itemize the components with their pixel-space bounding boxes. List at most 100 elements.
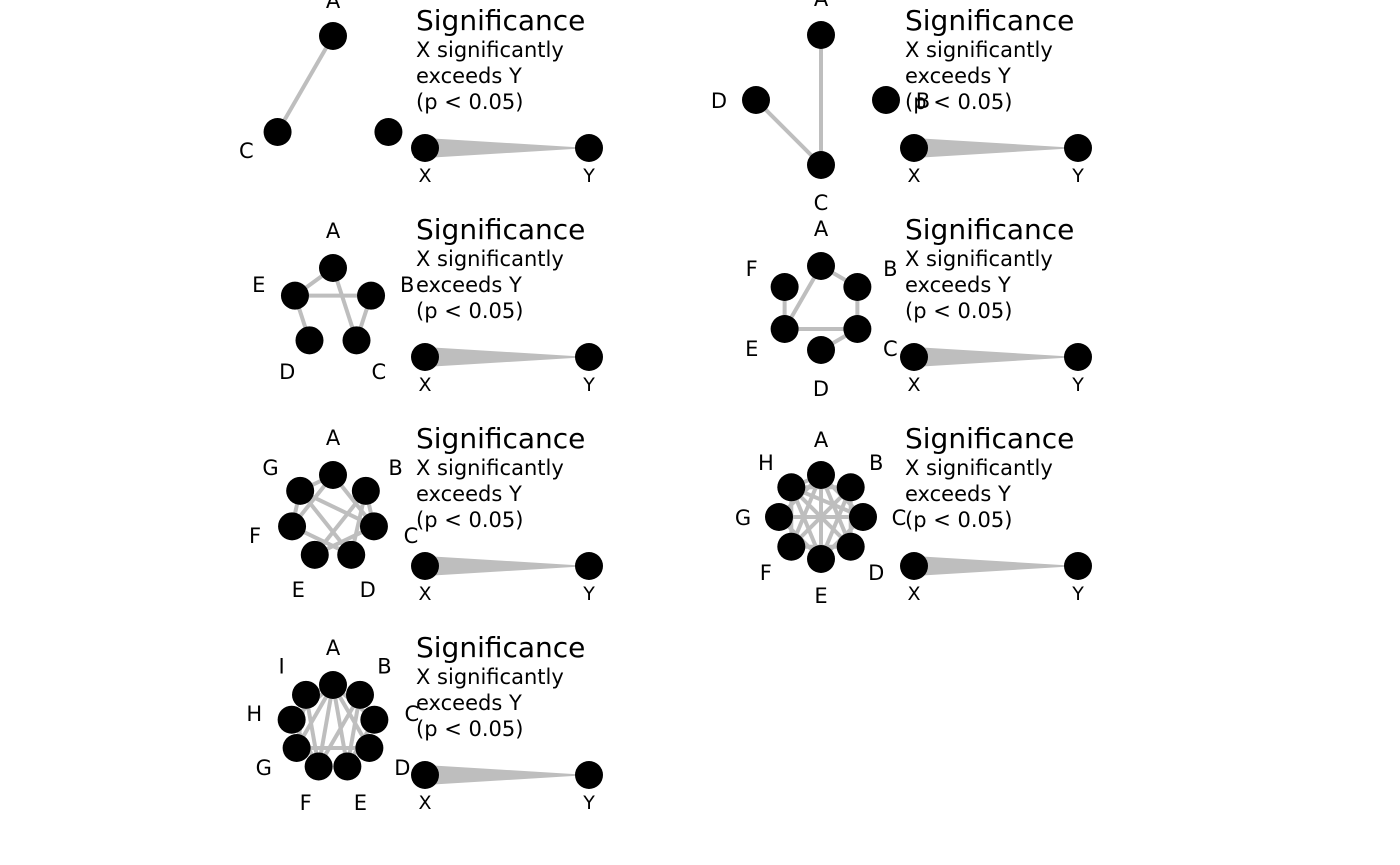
- node-A: [319, 22, 347, 50]
- legend-description-line: X significantly: [905, 38, 1053, 62]
- legend-label-y: Y: [1071, 583, 1084, 605]
- node-A: [319, 671, 347, 699]
- node-C: [263, 118, 292, 146]
- legend-label-x: X: [907, 374, 920, 396]
- node-A: [807, 252, 835, 280]
- legend-node-x: [900, 552, 928, 580]
- legend-description-line: (p < 0.05): [905, 299, 1012, 323]
- edge-A-C: [275, 34, 335, 134]
- legend-title: Significance: [905, 213, 1074, 246]
- legend-description-line: exceeds Y: [905, 273, 1011, 297]
- legend-label-y: Y: [582, 165, 595, 187]
- legend-label-y: Y: [582, 583, 595, 605]
- node-B: [351, 476, 380, 505]
- legend-description-line: (p < 0.05): [416, 90, 523, 114]
- legend-description-line: exceeds Y: [905, 482, 1011, 506]
- node-label-C: C: [404, 702, 419, 726]
- node-label-A: A: [814, 0, 829, 11]
- node-label-C: C: [883, 337, 898, 361]
- node-G: [282, 734, 311, 762]
- node-B: [345, 680, 374, 709]
- node-label-C: C: [814, 191, 829, 215]
- node-label-E: E: [814, 584, 827, 608]
- legend-description-line: X significantly: [416, 38, 564, 62]
- node-label-E: E: [252, 273, 265, 297]
- legend-description-line: (p < 0.05): [905, 508, 1012, 532]
- node-H: [277, 705, 306, 734]
- node-label-A: A: [814, 428, 829, 452]
- node-label-A: A: [326, 426, 341, 450]
- legend-label-y: Y: [1071, 165, 1084, 187]
- legend-node-y: [575, 134, 603, 162]
- legend-description-line: exceeds Y: [416, 64, 522, 88]
- node-C: [843, 315, 872, 343]
- node-A: [319, 254, 347, 282]
- node-label-B: B: [377, 655, 391, 679]
- node-C: [807, 151, 835, 179]
- node-label-D: D: [394, 756, 410, 780]
- legend-node-y: [1064, 134, 1092, 162]
- legend-title: Significance: [905, 4, 1074, 37]
- node-A: [319, 461, 347, 489]
- node-label-A: A: [326, 0, 341, 13]
- legend-node-y: [575, 761, 603, 789]
- legend-label-x: X: [907, 165, 920, 187]
- legend-wedge-edge: [914, 347, 1078, 367]
- legend-description-line: X significantly: [416, 456, 564, 480]
- legend-node-x: [900, 343, 928, 371]
- legend-description-line: (p < 0.05): [416, 508, 523, 532]
- node-B: [357, 281, 386, 310]
- node-label-D: D: [813, 377, 829, 401]
- node-label-F: F: [760, 561, 772, 585]
- node-F: [770, 273, 799, 301]
- legend-node-y: [575, 343, 603, 371]
- node-C: [360, 705, 389, 734]
- node-C: [359, 512, 388, 541]
- node-label-G: G: [256, 756, 272, 780]
- node-A: [807, 21, 835, 49]
- legend-title: Significance: [416, 4, 585, 37]
- node-B: [836, 473, 865, 502]
- legend-node-y: [1064, 552, 1092, 580]
- legend-label-y: Y: [582, 374, 595, 396]
- node-label-C: C: [404, 524, 419, 548]
- legend-label-x: X: [907, 583, 920, 605]
- node-label-E: E: [354, 791, 367, 815]
- node-label-B: B: [388, 456, 402, 480]
- node-E: [770, 315, 799, 343]
- legend-label-x: X: [418, 165, 431, 187]
- node-label-E: E: [292, 578, 305, 602]
- legend-title: Significance: [416, 422, 585, 455]
- node-label-A: A: [814, 217, 829, 241]
- node-label-C: C: [372, 360, 387, 384]
- node-label-I: I: [278, 655, 284, 679]
- node-E: [807, 545, 835, 573]
- node-label-B: B: [916, 89, 930, 113]
- legend-title: Significance: [905, 422, 1074, 455]
- legend-description-line: exceeds Y: [416, 691, 522, 715]
- legend-description-line: (p < 0.05): [416, 717, 523, 741]
- node-label-C: C: [892, 506, 907, 530]
- node-label-D: D: [279, 360, 295, 384]
- legend-description-line: X significantly: [416, 665, 564, 689]
- legend-node-x: [411, 343, 439, 371]
- node-A: [807, 461, 835, 489]
- legend-node-y: [1064, 343, 1092, 371]
- node-G: [765, 503, 793, 531]
- node-label-D: D: [711, 89, 727, 113]
- node-F: [777, 532, 806, 561]
- legend-wedge-edge: [425, 556, 589, 576]
- legend-description-line: (p < 0.05): [416, 299, 523, 323]
- legend-wedge-edge: [425, 765, 589, 785]
- node-E: [300, 540, 329, 569]
